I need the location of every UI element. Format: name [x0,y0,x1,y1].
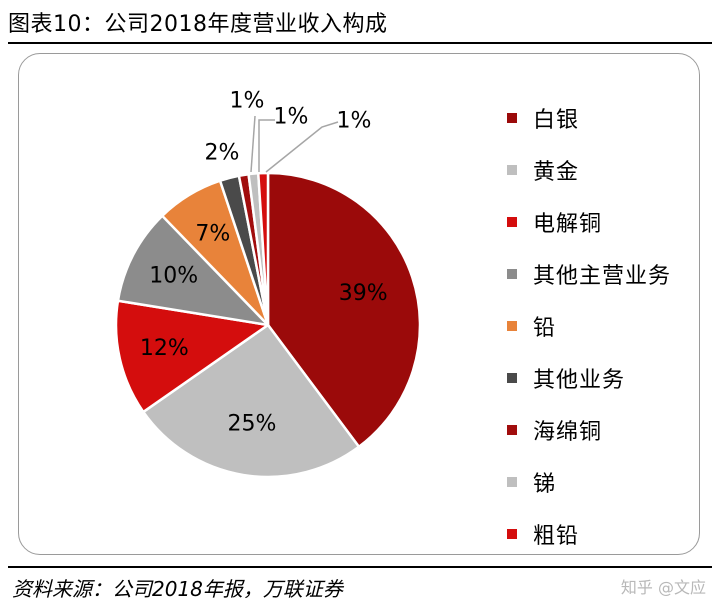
leader-line-8 [258,119,275,172]
legend-item-5: 铅 [507,300,671,352]
legend-label: 白银 [533,108,580,133]
data-label-7: 1% [230,89,265,114]
pie-slice-4 [116,214,270,327]
legend-item-8: 锑 [507,456,671,508]
watermark: 知乎 @文应 [620,578,706,597]
legend-swatch [507,269,517,279]
pie-slice-2 [142,323,361,479]
pie-slices [114,171,422,479]
legend-item-1: 白银 [507,92,671,144]
legend-item-3: 电解铜 [507,196,671,248]
legend-label: 铅 [533,316,557,341]
pie-slice-1 [266,171,422,449]
chart-legend: 白银黄金电解铜其他主营业务铅其他业务海绵铜锑粗铅 [507,92,671,560]
source-note: 资料来源：公司2018年报，万联证券 [12,577,343,601]
data-label-4: 10% [149,263,198,288]
legend-label: 粗铅 [533,524,580,549]
legend-item-4: 其他主营业务 [507,248,671,300]
data-label-2: 25% [228,412,277,437]
legend-swatch [507,425,517,435]
data-label-3: 12% [140,336,189,361]
legend-swatch [507,217,517,227]
legend-item-6: 其他业务 [507,352,671,404]
leader-line-9 [265,121,339,173]
data-label-8: 1% [274,105,309,130]
legend-swatch [507,165,517,175]
legend-item-7: 海绵铜 [507,404,671,456]
data-labels: 39% 25% 12% 10% 7% 2% 1% 1% 1% [140,89,388,437]
legend-swatch [507,373,517,383]
legend-item-9: 粗铅 [507,508,671,560]
data-label-5: 7% [195,222,230,247]
legend-label: 锑 [533,472,557,497]
legend-label: 黄金 [533,160,580,185]
leader-lines [250,115,339,173]
legend-swatch [507,477,517,487]
data-label-6: 2% [205,141,240,166]
chart-title: 图表10：公司2018年度营业收入构成 [8,12,388,37]
legend-label: 其他主营业务 [533,264,672,289]
data-label-9: 1% [337,109,372,134]
legend-swatch [507,529,517,539]
source-rule [8,566,712,568]
leader-line-7 [250,115,256,173]
legend-label: 其他业务 [533,368,626,393]
legend-swatch [507,113,517,123]
legend-label: 电解铜 [533,212,603,237]
title-rule [8,42,712,44]
pie-slice-3 [114,299,270,414]
legend-item-2: 黄金 [507,144,671,196]
legend-swatch [507,321,517,331]
data-label-1: 39% [339,281,388,306]
legend-label: 海绵铜 [533,420,603,445]
pie-slice-9 [257,171,270,327]
